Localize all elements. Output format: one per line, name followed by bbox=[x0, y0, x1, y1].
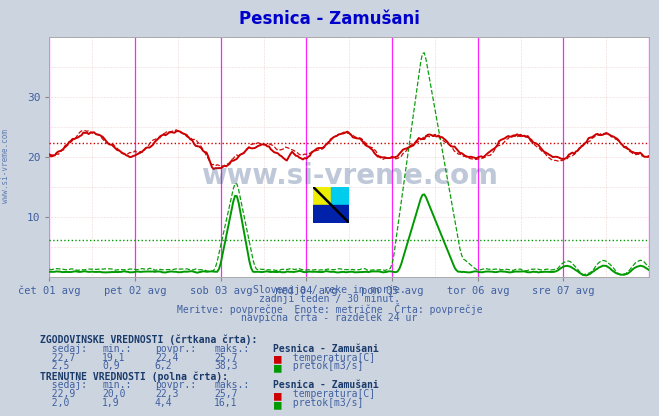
Text: ■: ■ bbox=[273, 362, 281, 374]
Text: 25,7: 25,7 bbox=[214, 389, 238, 399]
Text: 25,7: 25,7 bbox=[214, 353, 238, 363]
Text: www.si-vreme.com: www.si-vreme.com bbox=[1, 129, 10, 203]
Text: Pesnica - Zamušani: Pesnica - Zamušani bbox=[239, 10, 420, 28]
Text: Meritve: povprečne  Enote: metrične  Črta: povprečje: Meritve: povprečne Enote: metrične Črta:… bbox=[177, 303, 482, 315]
Text: 22,9: 22,9 bbox=[40, 389, 74, 399]
Text: pretok[m3/s]: pretok[m3/s] bbox=[287, 362, 363, 371]
Text: min.:: min.: bbox=[102, 344, 132, 354]
Text: 16,1: 16,1 bbox=[214, 398, 238, 408]
Text: ■: ■ bbox=[273, 353, 281, 366]
Text: ■: ■ bbox=[273, 398, 281, 411]
Text: sedaj:: sedaj: bbox=[40, 381, 86, 391]
Text: temperatura[C]: temperatura[C] bbox=[287, 353, 375, 363]
Text: 20,0: 20,0 bbox=[102, 389, 126, 399]
Text: 2,5: 2,5 bbox=[40, 362, 69, 371]
Text: www.si-vreme.com: www.si-vreme.com bbox=[201, 162, 498, 190]
Text: 0,9: 0,9 bbox=[102, 362, 120, 371]
Text: 4,4: 4,4 bbox=[155, 398, 173, 408]
Text: min.:: min.: bbox=[102, 381, 132, 391]
Text: 22,7: 22,7 bbox=[40, 353, 74, 363]
Text: ZGODOVINSKE VREDNOSTI (črtkana črta):: ZGODOVINSKE VREDNOSTI (črtkana črta): bbox=[40, 335, 257, 345]
Text: maks.:: maks.: bbox=[214, 381, 249, 391]
Bar bbox=[313, 205, 349, 223]
Text: 22,3: 22,3 bbox=[155, 389, 179, 399]
Text: navpična črta - razdelek 24 ur: navpična črta - razdelek 24 ur bbox=[241, 312, 418, 323]
Text: TRENUTNE VREDNOSTI (polna črta):: TRENUTNE VREDNOSTI (polna črta): bbox=[40, 371, 227, 382]
Text: 22,4: 22,4 bbox=[155, 353, 179, 363]
Text: Pesnica - Zamušani: Pesnica - Zamušani bbox=[273, 344, 379, 354]
Text: Pesnica - Zamušani: Pesnica - Zamušani bbox=[273, 381, 379, 391]
Text: maks.:: maks.: bbox=[214, 344, 249, 354]
Text: 19,1: 19,1 bbox=[102, 353, 126, 363]
Text: pretok[m3/s]: pretok[m3/s] bbox=[287, 398, 363, 408]
Text: 6,2: 6,2 bbox=[155, 362, 173, 371]
Text: 2,0: 2,0 bbox=[40, 398, 69, 408]
Text: sedaj:: sedaj: bbox=[40, 344, 86, 354]
Text: zadnji teden / 30 minut.: zadnji teden / 30 minut. bbox=[259, 294, 400, 304]
Text: Slovenija / reke in morje.: Slovenija / reke in morje. bbox=[253, 285, 406, 295]
Text: povpr.:: povpr.: bbox=[155, 344, 196, 354]
Bar bbox=[331, 187, 349, 205]
Text: povpr.:: povpr.: bbox=[155, 381, 196, 391]
Text: ■: ■ bbox=[273, 389, 281, 402]
Text: temperatura[C]: temperatura[C] bbox=[287, 389, 375, 399]
Text: 38,3: 38,3 bbox=[214, 362, 238, 371]
Text: 1,9: 1,9 bbox=[102, 398, 120, 408]
Bar bbox=[313, 187, 331, 205]
